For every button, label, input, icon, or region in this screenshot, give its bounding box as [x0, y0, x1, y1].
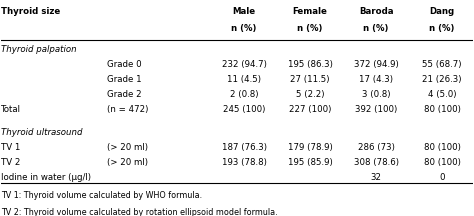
Text: 55 (68.7): 55 (68.7) — [422, 60, 462, 69]
Text: 3 (0.8): 3 (0.8) — [362, 90, 390, 99]
Text: Grade 1: Grade 1 — [108, 75, 142, 84]
Text: 193 (78.8): 193 (78.8) — [222, 158, 266, 167]
Text: 179 (78.9): 179 (78.9) — [288, 143, 332, 152]
Text: 245 (100): 245 (100) — [223, 105, 265, 114]
Text: TV 2: TV 2 — [1, 158, 21, 167]
Text: (n = 472): (n = 472) — [108, 105, 149, 114]
Text: TV 2: Thyroid volume calculated by rotation ellipsoid model formula.: TV 2: Thyroid volume calculated by rotat… — [1, 208, 278, 216]
Text: 11 (4.5): 11 (4.5) — [227, 75, 261, 84]
Text: 195 (86.3): 195 (86.3) — [288, 60, 332, 69]
Text: 32: 32 — [371, 173, 382, 182]
Text: 80 (100): 80 (100) — [424, 158, 460, 167]
Text: Female: Female — [292, 7, 328, 16]
Text: (> 20 ml): (> 20 ml) — [108, 143, 148, 152]
Text: Dang: Dang — [429, 7, 455, 16]
Text: n (%): n (%) — [364, 24, 389, 33]
Text: 227 (100): 227 (100) — [289, 105, 331, 114]
Text: Total: Total — [1, 105, 21, 114]
Text: 308 (78.6): 308 (78.6) — [354, 158, 399, 167]
Text: 80 (100): 80 (100) — [424, 143, 460, 152]
Text: 17 (4.3): 17 (4.3) — [359, 75, 393, 84]
Text: TV 1: TV 1 — [1, 143, 21, 152]
Text: n (%): n (%) — [429, 24, 455, 33]
Text: Male: Male — [233, 7, 255, 16]
Text: 232 (94.7): 232 (94.7) — [222, 60, 266, 69]
Text: n (%): n (%) — [297, 24, 323, 33]
Text: 0: 0 — [439, 173, 445, 182]
Text: 27 (11.5): 27 (11.5) — [290, 75, 330, 84]
Text: 286 (73): 286 (73) — [357, 143, 394, 152]
Text: Grade 2: Grade 2 — [108, 90, 142, 99]
Text: TV 1: Thyroid volume calculated by WHO formula.: TV 1: Thyroid volume calculated by WHO f… — [1, 191, 202, 200]
Text: 392 (100): 392 (100) — [355, 105, 397, 114]
Text: 2 (0.8): 2 (0.8) — [230, 90, 258, 99]
Text: Thyroid palpation: Thyroid palpation — [1, 45, 77, 54]
Text: 4 (5.0): 4 (5.0) — [428, 90, 456, 99]
Text: 195 (85.9): 195 (85.9) — [288, 158, 332, 167]
Text: 5 (2.2): 5 (2.2) — [296, 90, 324, 99]
Text: Baroda: Baroda — [359, 7, 393, 16]
Text: 187 (76.3): 187 (76.3) — [221, 143, 266, 152]
Text: 21 (26.3): 21 (26.3) — [422, 75, 462, 84]
Text: n (%): n (%) — [231, 24, 257, 33]
Text: Grade 0: Grade 0 — [108, 60, 142, 69]
Text: Thyroid ultrasound: Thyroid ultrasound — [1, 128, 83, 137]
Text: (> 20 ml): (> 20 ml) — [108, 158, 148, 167]
Text: 372 (94.9): 372 (94.9) — [354, 60, 398, 69]
Text: Thyroid size: Thyroid size — [1, 7, 61, 16]
Text: 80 (100): 80 (100) — [424, 105, 460, 114]
Text: Iodine in water (μg/l): Iodine in water (μg/l) — [1, 173, 91, 182]
